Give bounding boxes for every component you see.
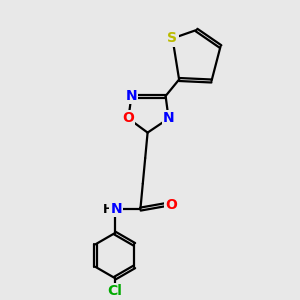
Text: N: N (163, 112, 174, 125)
Text: N: N (111, 202, 122, 216)
Text: N: N (126, 89, 137, 103)
Text: H: H (103, 202, 113, 216)
Text: S: S (167, 32, 178, 45)
Text: Cl: Cl (107, 284, 122, 298)
Text: O: O (165, 198, 177, 212)
Text: O: O (122, 112, 134, 125)
